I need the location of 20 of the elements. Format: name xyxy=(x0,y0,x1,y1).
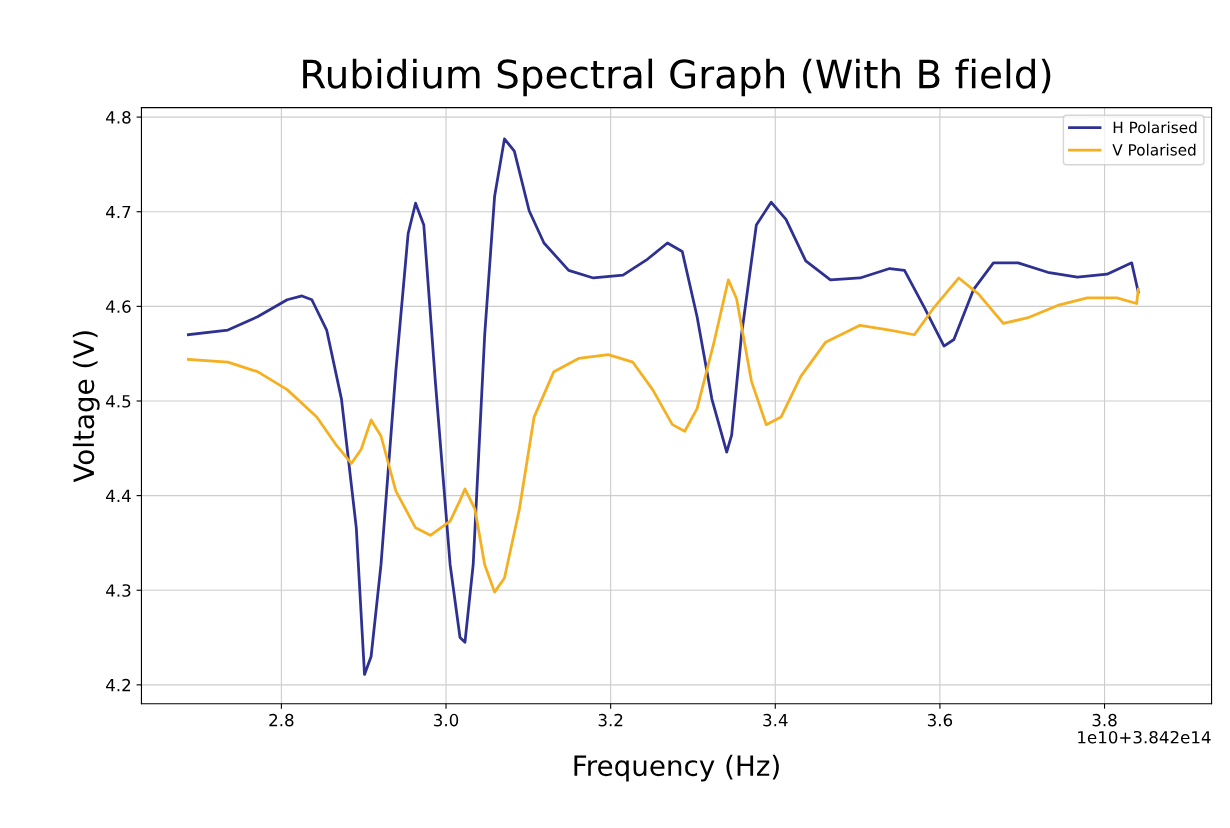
x-tick-label: 3.8 xyxy=(1092,713,1117,727)
x-tick-label: 3.2 xyxy=(598,713,623,727)
x-tick-label: 3.6 xyxy=(927,713,953,727)
x-tick-label: 2.8 xyxy=(269,713,294,727)
legend-label: H Polarised xyxy=(1113,121,1197,134)
x-tick-label: 3.4 xyxy=(763,713,788,727)
y-tick-label: 4.5 xyxy=(106,395,131,408)
y-tick-label: 4.7 xyxy=(106,205,131,219)
legend-label: V Polarised xyxy=(1112,143,1196,156)
chart-title: Rubidium Spectral Graph (With B field) xyxy=(303,58,1051,97)
x-axis-title: Frequency (Hz) xyxy=(574,754,779,782)
y-tick-label: 4.6 xyxy=(106,300,131,313)
y-tick-label: 4.3 xyxy=(106,584,131,597)
x-tick-label: 3.0 xyxy=(434,713,459,727)
y-tick-label: 4.8 xyxy=(106,111,131,124)
y-axis-title: Voltage (V) xyxy=(72,331,100,483)
line-series xyxy=(186,276,1140,594)
y-tick-label: 4.2 xyxy=(106,678,131,692)
text: 1e10+3.842e14 xyxy=(1078,730,1211,744)
y-tick-label: 4.4 xyxy=(106,489,131,502)
